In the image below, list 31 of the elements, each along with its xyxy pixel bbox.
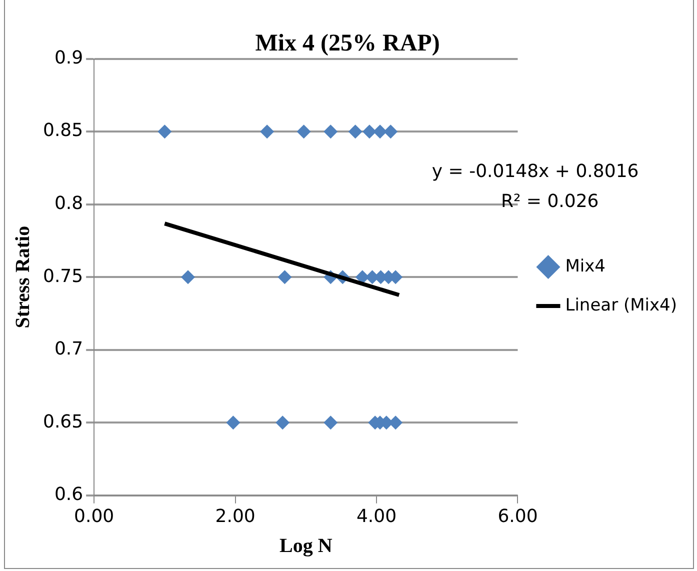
legend-label: Linear (Mix4) (565, 295, 678, 316)
point (260, 124, 274, 139)
point (373, 124, 388, 139)
x-tick-label: 2.00 (215, 506, 256, 527)
point (362, 124, 376, 139)
y-tick-label: 0.7 (54, 338, 84, 360)
point (348, 124, 362, 139)
annotation: y = -0.0148x + 0.8016 (432, 160, 639, 182)
y-tick-label: 0.6 (54, 484, 84, 506)
point (296, 124, 311, 139)
legend-label: Mix4 (565, 256, 606, 276)
x-tick-label: 0.00 (74, 506, 114, 527)
y-tick-label: 0.65 (43, 411, 84, 432)
y-tick-label: 0.75 (43, 266, 84, 287)
chart-title: Mix 4 (25% RAP) (255, 30, 440, 57)
y-tick-label: 0.85 (43, 120, 84, 142)
x-tick-label: 6.00 (498, 506, 538, 527)
x-tick-label: 4.00 (356, 506, 397, 527)
y-tick-label: 0.9 (54, 47, 84, 68)
point (180, 270, 195, 284)
point (158, 124, 172, 139)
y-tick-label: 0.8 (54, 193, 84, 214)
point (324, 416, 338, 430)
point (278, 270, 292, 284)
y-axis-title: Stress Ratio (12, 226, 34, 328)
annotation: R² = 0.026 (500, 190, 599, 212)
point (226, 416, 240, 430)
x-axis-title: Log N (280, 535, 333, 558)
point (276, 416, 290, 430)
point (384, 124, 398, 139)
point (324, 124, 338, 139)
